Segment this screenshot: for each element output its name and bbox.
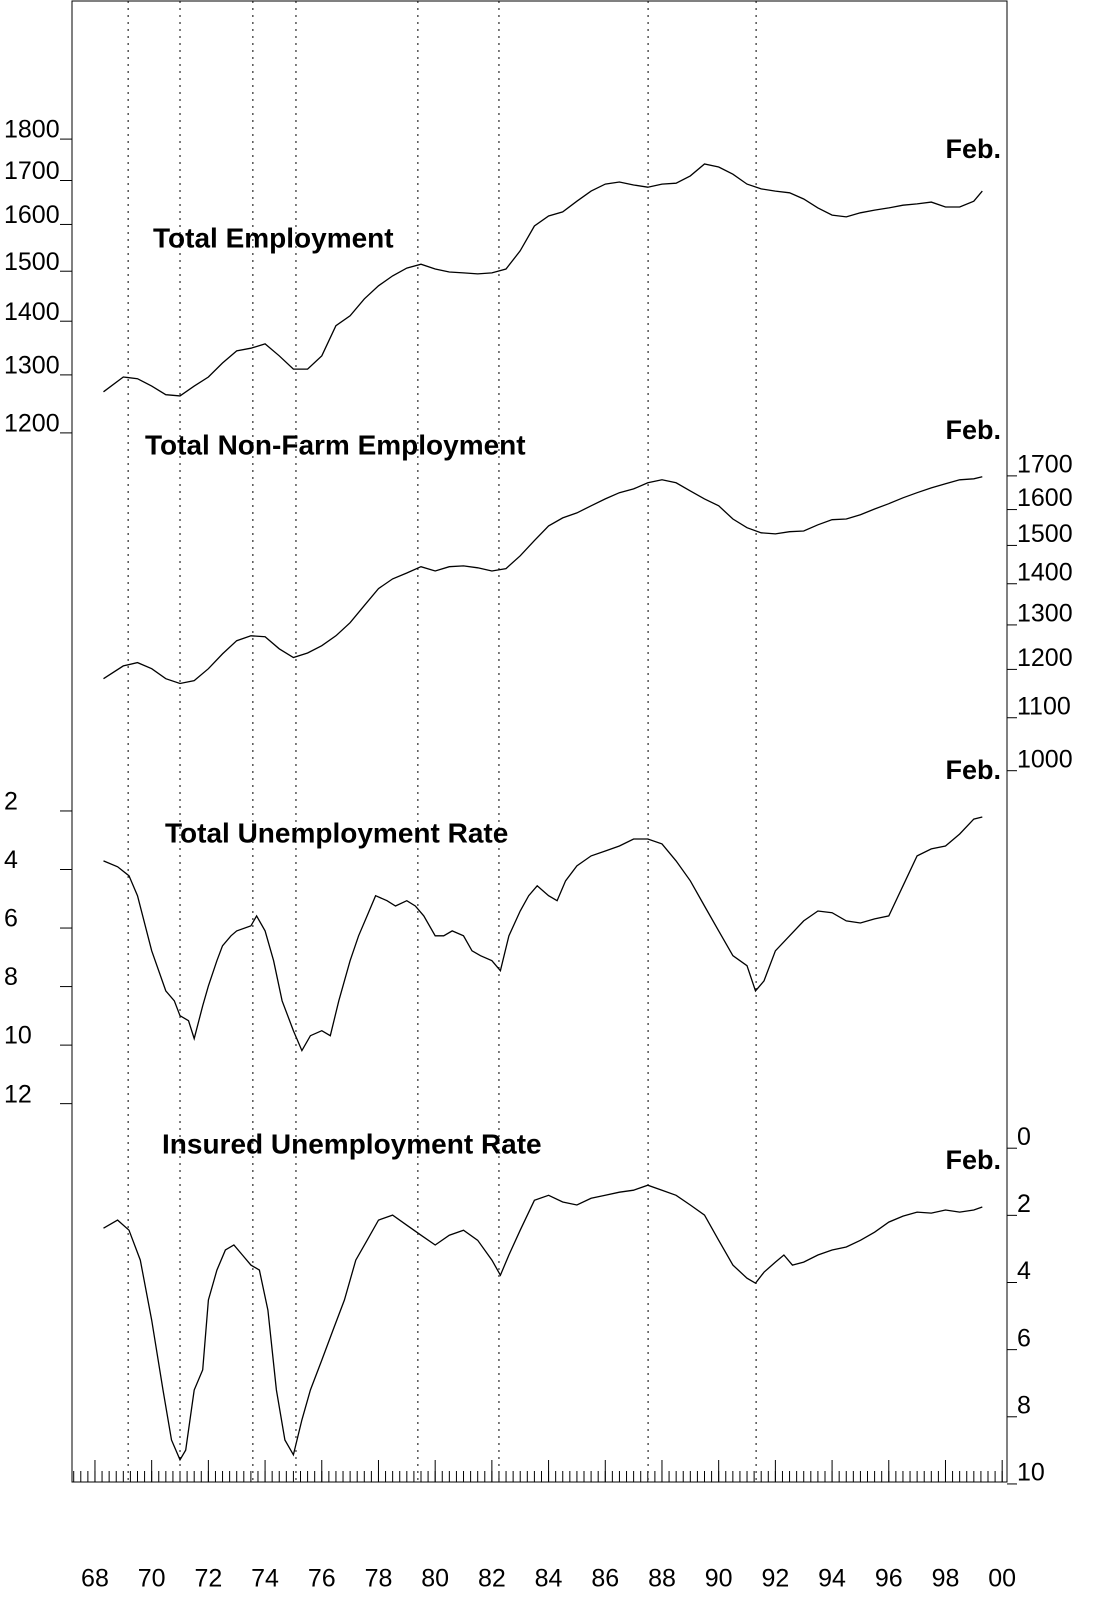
x-tick-label: 80 [421,1565,449,1593]
y-tick-label: 1600 [4,201,60,229]
y-tick-label: 1500 [1017,520,1073,548]
data-line [103,476,983,685]
x-tick-label: 92 [761,1565,789,1593]
x-tick-label: 98 [932,1565,960,1593]
annotation: Feb. [945,415,1001,445]
x-tick-label: 00 [988,1565,1016,1593]
y-tick-label: 8 [4,963,18,991]
x-tick-label: 78 [365,1565,393,1593]
y-tick-label: 1700 [4,157,60,185]
y-tick-label: 2 [1017,1190,1031,1218]
annotation: Feb. [945,1145,1001,1175]
x-tick-label: 82 [478,1565,506,1593]
y-tick-label: 1800 [4,116,60,144]
data-line [103,163,983,397]
x-tick-label: 76 [308,1565,336,1593]
x-tick-label: 70 [138,1565,166,1593]
y-tick-label: 1400 [4,298,60,326]
annotation: Feb. [945,134,1001,164]
y-tick-label: 10 [1017,1459,1045,1487]
x-tick-label: 90 [705,1565,733,1593]
y-tick-label: 1300 [4,352,60,380]
chart-title: Insured Unemployment Rate [162,1128,542,1159]
x-tick-label: 84 [535,1565,563,1593]
chart-title: Total Employment [153,222,394,253]
x-tick-label: 94 [818,1565,846,1593]
y-tick-label: 1700 [1017,450,1073,478]
y-tick-label: 2 [4,788,18,816]
y-tick-label: 4 [1017,1257,1031,1285]
x-tick-label: 86 [591,1565,619,1593]
x-tick-label: 74 [251,1565,279,1593]
y-tick-label: 1000 [1017,745,1073,773]
plot-frame [71,0,1008,1483]
data-line [103,1184,983,1462]
y-tick-label: 1200 [4,410,60,438]
y-tick-label: 8 [1017,1391,1031,1419]
y-tick-label: 12 [4,1080,32,1108]
y-tick-label: 4 [4,846,18,874]
data-line [103,816,983,1053]
chart-title: Total Non-Farm Employment [145,429,526,460]
y-tick-label: 1600 [1017,484,1073,512]
annotation: Feb. [945,755,1001,785]
y-tick-label: 1400 [1017,558,1073,586]
y-tick-label: 1100 [1017,692,1071,720]
y-tick-label: 10 [4,1022,32,1050]
chart-title: Total Unemployment Rate [165,817,508,848]
y-tick-label: 1500 [4,248,60,276]
y-tick-label: 0 [1017,1123,1031,1151]
x-tick-label: 68 [81,1565,109,1593]
y-tick-label: 6 [1017,1324,1031,1352]
y-tick-label: 6 [4,905,18,933]
x-tick-label: 72 [194,1565,222,1593]
x-tick-label: 96 [875,1565,903,1593]
y-tick-label: 1300 [1017,600,1073,628]
y-tick-label: 1200 [1017,644,1073,672]
x-tick-label: 88 [648,1565,676,1593]
